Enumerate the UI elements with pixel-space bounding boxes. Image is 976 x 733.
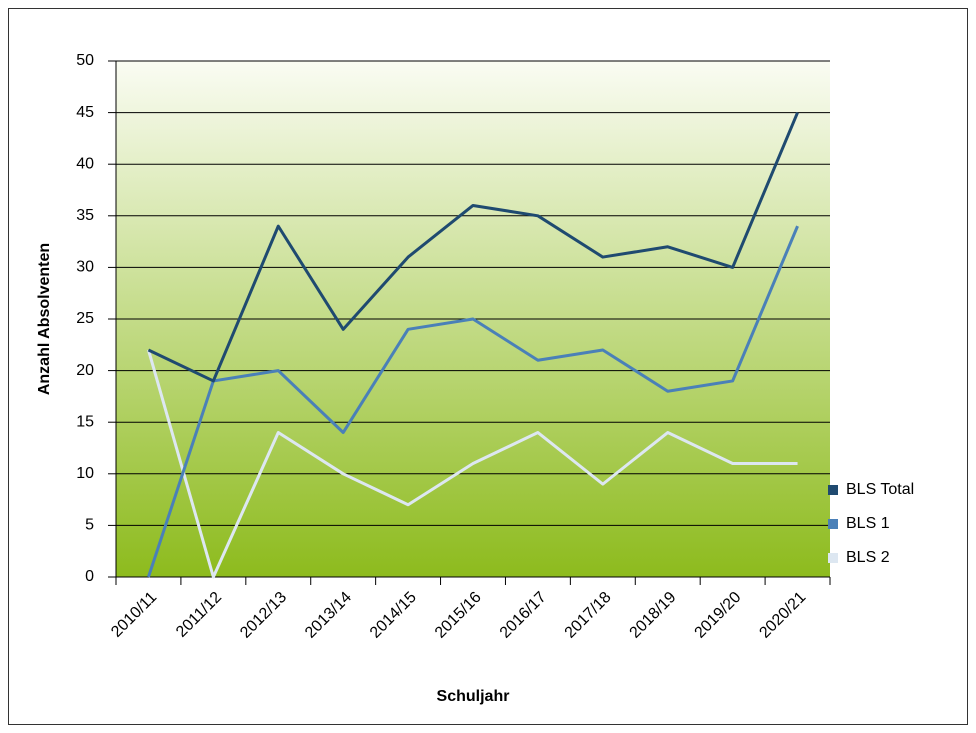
x-axis-title: Schuljahr [437, 688, 510, 705]
legend-swatch [828, 519, 838, 529]
y-axis-title: Anzahl Absolventen [36, 243, 53, 395]
legend-swatch [828, 485, 838, 495]
y-tick-label: 5 [85, 517, 94, 534]
y-tick-label: 0 [85, 568, 94, 585]
y-tick-label: 35 [76, 207, 94, 224]
series-line [147, 225, 799, 578]
y-tick-label: 45 [76, 104, 94, 121]
series-line [147, 349, 798, 579]
legend-label: BLS 1 [846, 515, 890, 532]
y-tick-label: 25 [76, 310, 94, 327]
y-tick-label: 30 [76, 259, 94, 276]
y-tick-label: 40 [76, 155, 94, 172]
legend-label: BLS Total [846, 481, 914, 498]
y-tick-label: 50 [76, 52, 94, 69]
legend-swatch [828, 553, 838, 563]
series-line [147, 112, 799, 383]
legend-label: BLS 2 [846, 549, 890, 566]
y-tick-label: 20 [76, 362, 94, 379]
y-tick-label: 15 [76, 413, 94, 430]
y-tick-label: 10 [76, 465, 94, 482]
